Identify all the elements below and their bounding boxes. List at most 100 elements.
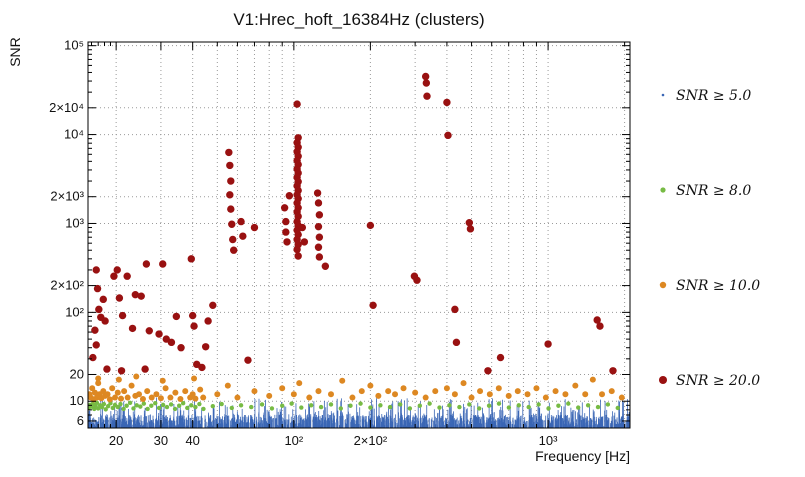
data-point [176,403,182,408]
data-point [526,404,531,410]
data-point [299,405,304,410]
data-point [595,404,601,410]
data-point [192,395,199,402]
data-point [200,394,207,401]
tick-label: 6 [77,413,84,428]
data-point [443,385,450,392]
data-point [314,199,323,207]
data-point [109,385,116,392]
data-point [149,403,154,408]
data-point [156,405,162,411]
data-point [137,292,145,300]
data-point [188,311,197,320]
data-point [185,405,190,411]
data-point [421,72,430,81]
legend: SNR ≥ 5.0 SNR ≥ 8.0 SNR ≥ 10.0 SNR ≥ 20.… [659,88,760,389]
tick-label: 10² [284,433,303,448]
data-point [423,92,431,100]
data-point [189,403,194,408]
data-point [279,385,286,392]
data-point [214,391,221,398]
data-point [358,401,363,406]
data-point [556,403,561,408]
data-point [112,394,119,401]
data-point [180,401,186,406]
data-point [465,218,474,227]
data-point [599,391,606,398]
series-snr8-points [88,400,620,412]
tick-label: 30 [154,433,168,448]
data-point [315,253,324,261]
data-point [148,394,155,401]
data-point [562,391,569,398]
data-point [117,367,126,375]
data-point [133,373,140,380]
data-point [417,403,423,408]
data-point [447,403,452,408]
data-point [280,204,289,212]
data-point [190,322,198,330]
data-point [348,403,353,408]
data-point [427,401,432,406]
data-point [605,402,611,407]
legend-label-snr20: SNR ≥ 20.0 [676,373,760,389]
chart-title: V1:Hrec_hoft_16384Hz (clusters) [233,10,484,29]
data-point [193,404,198,410]
data-point [118,401,123,407]
data-point [251,388,258,395]
series-snr10-points [88,373,625,403]
data-point [327,391,334,398]
data-point [201,406,206,412]
data-point [533,385,540,392]
tick-label: 10⁴ [64,127,84,142]
data-point [197,386,204,393]
data-point [589,376,596,383]
data-point [164,404,170,410]
tick-label: 2×10² [354,433,388,448]
data-point [582,391,589,398]
data-point [506,405,512,410]
data-point [226,161,234,170]
data-point [201,343,210,351]
data-point [124,394,131,401]
data-point [400,385,407,392]
data-point [269,406,275,411]
data-point [89,385,96,392]
data-point [285,192,294,200]
data-point [138,404,143,409]
data-point [593,316,601,324]
data-point [141,401,147,406]
data-point [315,388,322,395]
data-point [104,391,111,398]
data-point [89,353,97,362]
data-point [144,388,151,395]
data-point [100,388,107,395]
data-point [110,405,115,411]
data-point [123,272,131,280]
data-point [495,385,502,392]
data-point [115,376,122,383]
data-point [484,367,492,375]
data-point [466,225,475,233]
data-point [114,389,121,396]
legend-marker-snr5-icon [661,93,665,97]
data-point [172,312,181,321]
data-point [397,402,403,407]
data-point [113,266,121,274]
data-point [368,405,373,410]
data-point [422,79,431,87]
data-point [505,392,512,399]
data-point [91,326,99,334]
data-point [321,262,330,270]
data-point [468,394,475,401]
data-point [314,243,323,251]
data-point [139,395,146,402]
data-point [239,232,247,240]
data-point [118,395,125,402]
data-point [187,255,195,263]
data-point [451,391,458,398]
data-point [210,403,216,409]
data-point [282,228,290,236]
data-point [226,191,234,199]
